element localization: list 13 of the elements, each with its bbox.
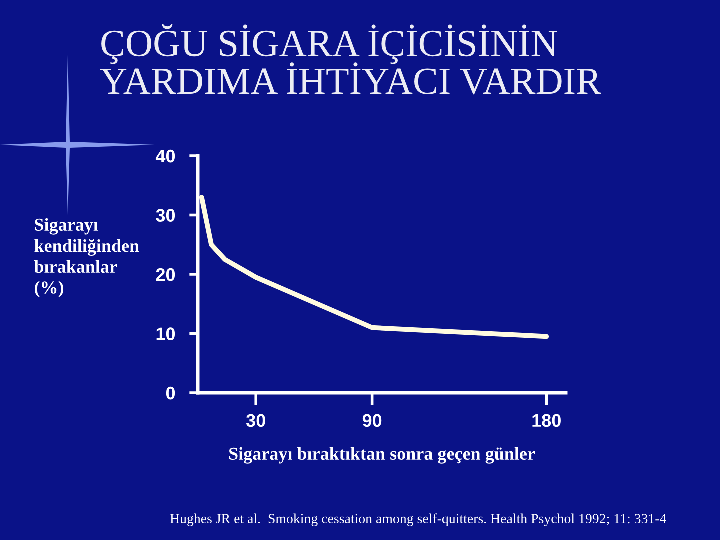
x-tick-label: 180 (532, 414, 561, 428)
y-tick-label: 40 (156, 150, 176, 163)
x-axis-title: Sigarayı bıraktıktan sonra geçen günler (229, 447, 536, 464)
x-tick-label: 90 (362, 414, 382, 428)
y-tick-label: 10 (156, 328, 176, 340)
x-tick-label: 30 (246, 414, 266, 428)
y-tick-label: 20 (156, 268, 176, 282)
line-series (199, 195, 550, 340)
y-axis-title: Sigarayı kendiliğinden bırakanlar (%) (34, 218, 140, 298)
text: Hughes JR et al. Smoking cessation among self-quitters. Health Psychol 1992; 11: 331-4 (170, 514, 666, 526)
y-tick-label: 0 (166, 386, 176, 400)
chart-title: ÇOĞU SİGARA İÇİCİSİNİN YARDIMA İHTİYACI VARDIR (100, 24, 602, 95)
y-tick-label: 30 (156, 209, 176, 222)
